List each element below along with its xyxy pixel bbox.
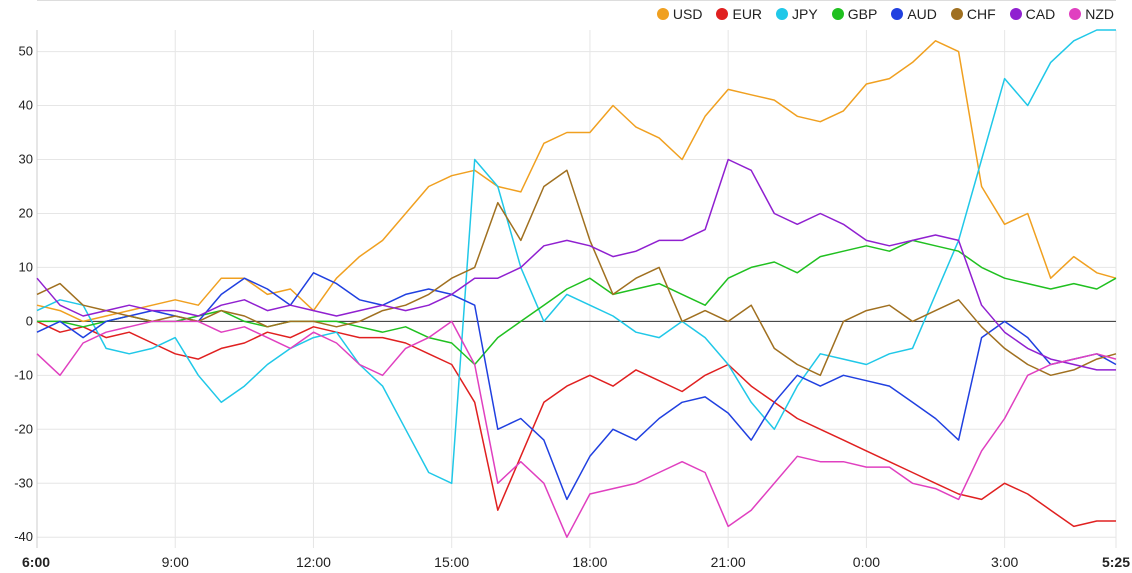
- y-tick-label: 50: [19, 44, 33, 59]
- x-tick-label: 18:00: [572, 554, 607, 570]
- legend-item-aud[interactable]: AUD: [891, 6, 937, 22]
- legend-swatch: [1009, 8, 1022, 20]
- series-line-jpy: [36, 29, 1116, 485]
- series-line-usd: [36, 40, 1117, 323]
- legend-label: GBP: [847, 6, 878, 22]
- y-tick-label: 40: [19, 98, 33, 113]
- legend-swatch: [716, 8, 729, 20]
- legend-item-eur[interactable]: EUR: [716, 6, 762, 22]
- x-tick-label: 15:00: [434, 554, 469, 570]
- y-tick-label: 0: [26, 313, 33, 328]
- y-tick-label: 10: [19, 259, 33, 274]
- legend-swatch: [776, 8, 789, 20]
- x-axis-ticks: 6:00 9:00 12:00 15:00 18:00 21:00 0:00 3:00 5:25: [22, 554, 1130, 570]
- series-line-chf: [36, 169, 1117, 377]
- legend-label: CHF: [966, 6, 996, 22]
- legend-item-cad[interactable]: CAD: [1009, 6, 1056, 22]
- x-tick-label: 9:00: [162, 554, 189, 570]
- legend-label: JPY: [792, 6, 818, 22]
- y-tick-label: -10: [14, 367, 33, 382]
- legend-swatch: [1069, 8, 1082, 20]
- grid: [36, 0, 1117, 548]
- legend-label: USD: [672, 6, 703, 22]
- series-line-gbp: [37, 239, 1117, 366]
- x-tick-label: 12:00: [296, 554, 331, 570]
- y-tick-label: -30: [14, 475, 33, 490]
- legend-item-usd[interactable]: USD: [656, 6, 703, 22]
- x-tick-label: 0:00: [853, 554, 880, 570]
- series-line-cad: [36, 158, 1116, 371]
- x-tick-label: 5:25: [1102, 554, 1130, 570]
- y-tick-label: -40: [14, 529, 33, 544]
- legend-swatch: [831, 8, 844, 20]
- x-tick-label: 3:00: [991, 554, 1018, 570]
- legend-item-nzd[interactable]: NZD: [1069, 6, 1114, 22]
- series-line-aud: [36, 272, 1117, 501]
- x-tick-label: 6:00: [22, 554, 50, 570]
- series-line-eur: [36, 320, 1116, 528]
- legend-item-gbp[interactable]: GBP: [831, 6, 878, 22]
- x-tick-label: 21:00: [711, 554, 746, 570]
- y-tick-label: 30: [19, 152, 33, 167]
- legend-label: EUR: [732, 6, 763, 22]
- legend: USD EUR JPY GBP AUD CHF CAD NZD: [656, 6, 1114, 22]
- legend-label: CAD: [1025, 6, 1056, 22]
- legend-label: AUD: [907, 6, 937, 22]
- legend-item-chf[interactable]: CHF: [950, 6, 996, 22]
- legend-swatch: [891, 8, 904, 20]
- y-tick-label: 20: [19, 205, 33, 220]
- legend-swatch: [656, 8, 669, 20]
- y-tick-label: -20: [14, 421, 33, 436]
- y-axis-ticks: 50 40 30 20 10 0 -10 -20 -30 -40: [14, 44, 33, 545]
- series-line-nzd: [36, 320, 1117, 538]
- legend-item-jpy[interactable]: JPY: [776, 6, 818, 22]
- legend-label: NZD: [1085, 6, 1114, 22]
- legend-swatch: [950, 8, 963, 20]
- series-lines: [36, 29, 1117, 538]
